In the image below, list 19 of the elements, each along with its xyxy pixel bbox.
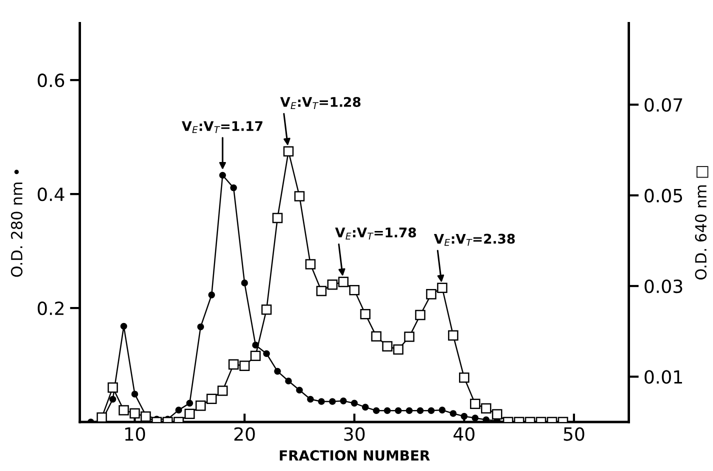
- y2-tick-label: 0.03: [644, 279, 682, 294]
- y2-tick-label: 0.05: [644, 188, 682, 202]
- y-tick-label: 0.6: [38, 74, 64, 88]
- x-tick-label: 40: [454, 427, 474, 441]
- y-axis-title: O.D. 280 nm •: [10, 170, 22, 277]
- y-tick-label: 0.4: [38, 188, 64, 202]
- y2-tick-label: 0.01: [644, 370, 682, 384]
- y-tick-label: 0.2: [38, 301, 64, 316]
- y2-axis-title: O.D. 640 nm □: [695, 166, 708, 280]
- y2-tick-label: 0.07: [644, 98, 682, 112]
- x-tick-label: 10: [125, 427, 146, 441]
- annotation: V$_{E}$:V$_{T}$=1.78: [335, 228, 416, 240]
- annotation: V$_{E}$:V$_{T}$=1.17: [182, 121, 262, 133]
- annotation: V$_{E}$:V$_{T}$=1.28: [280, 97, 360, 109]
- x-axis-title: FRACTION NUMBER: [280, 450, 430, 461]
- x-tick-label: 20: [234, 427, 255, 441]
- x-tick-label: 50: [564, 427, 584, 441]
- annotation: V$_{E}$:V$_{T}$=2.38: [434, 234, 515, 246]
- x-tick-label: 30: [344, 427, 365, 441]
